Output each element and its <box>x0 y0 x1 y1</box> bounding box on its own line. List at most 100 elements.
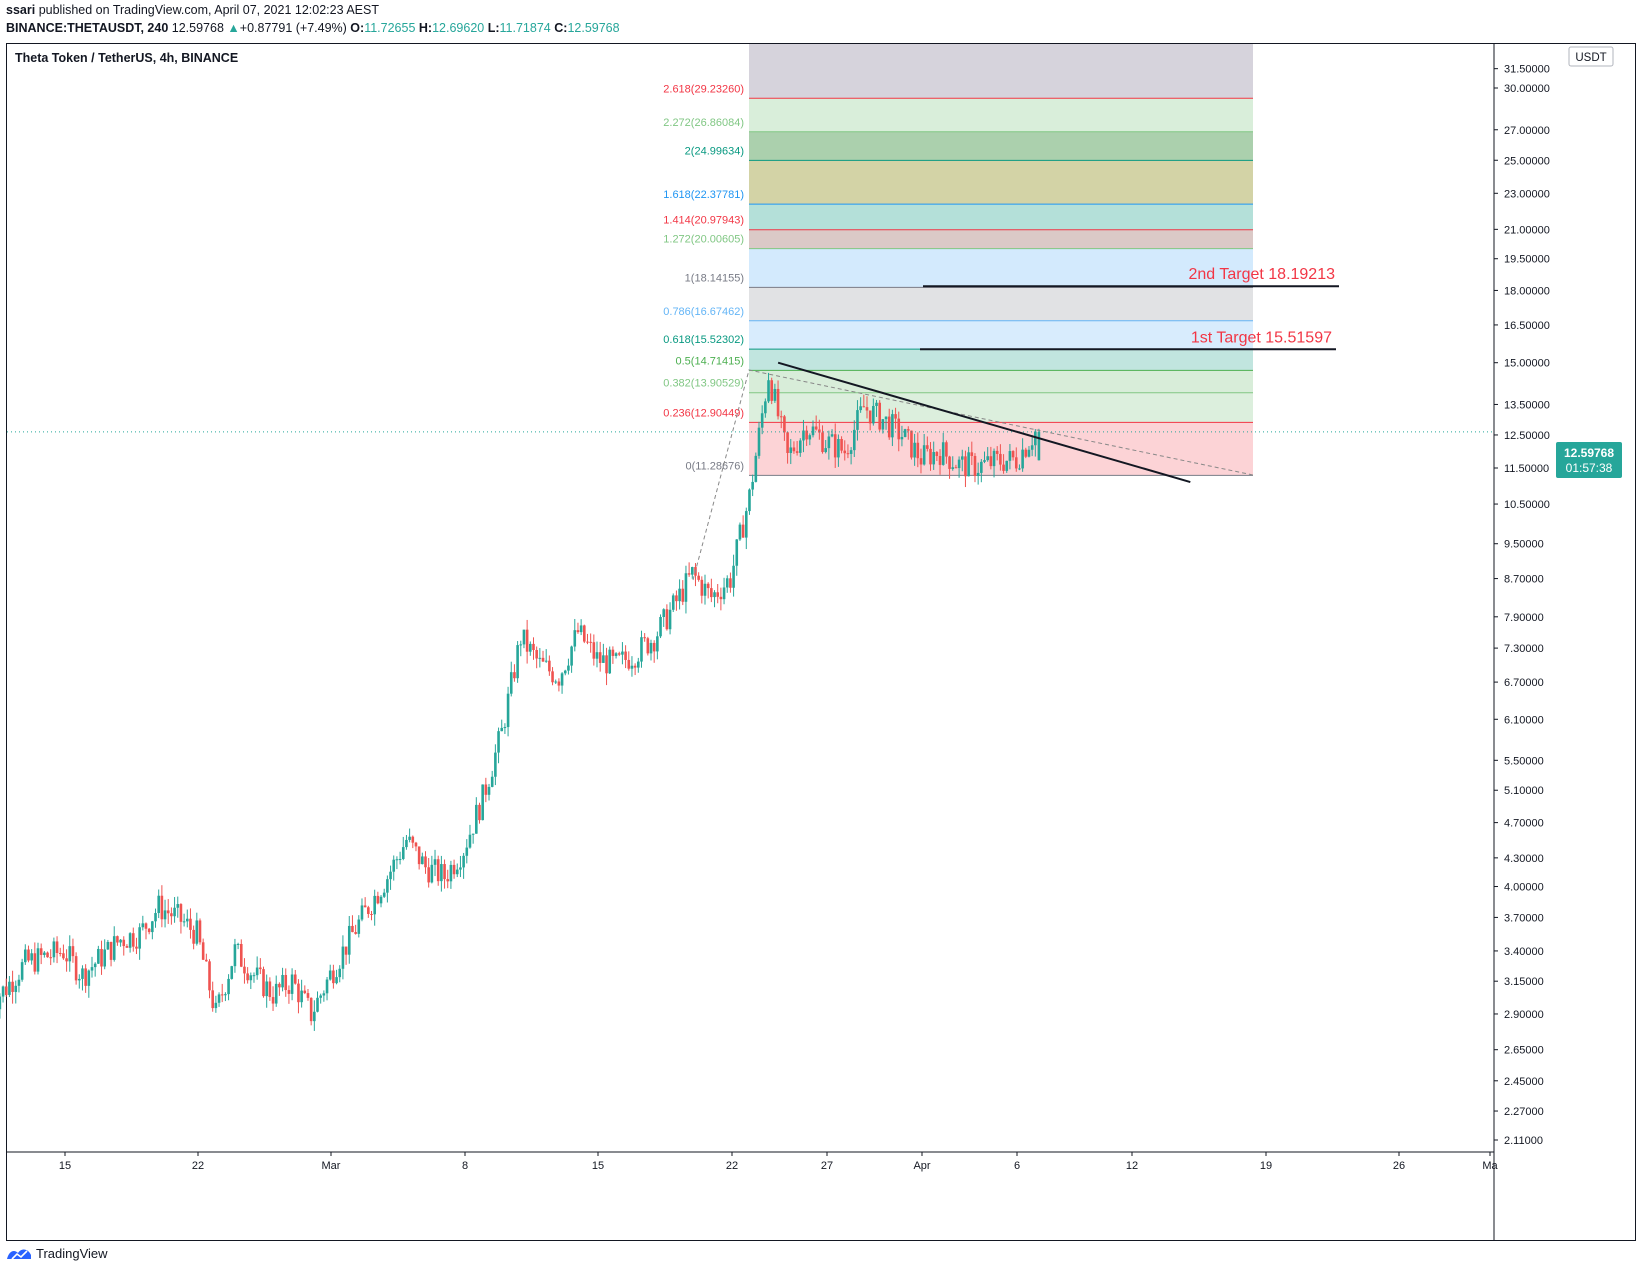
candle-body <box>789 447 793 453</box>
candle-body <box>567 665 570 671</box>
x-tick-label: 15 <box>592 1160 604 1172</box>
candle-body <box>23 949 27 963</box>
candle-body <box>627 659 631 669</box>
candle-body <box>506 693 510 728</box>
candle-body <box>376 895 380 904</box>
candle-body <box>71 946 75 957</box>
candle-body <box>119 939 122 943</box>
candle-body <box>665 609 669 630</box>
candle-body <box>795 451 799 453</box>
symbol-line: BINANCE:THETAUSDT, 240 <box>6 21 169 35</box>
candle-body <box>65 958 68 962</box>
fib-zone-1 <box>749 248 1253 288</box>
candle-body <box>951 467 955 469</box>
drawings-layer: 1st Target 15.51597 2nd Target 18.19213 <box>7 266 1494 581</box>
candle-body <box>671 595 675 610</box>
candle-body <box>792 447 796 452</box>
y-tick-label: 4.70000 <box>1504 818 1544 830</box>
candle-body <box>198 920 202 943</box>
candle-body <box>182 921 186 923</box>
y-tick-label: 5.50000 <box>1504 755 1544 767</box>
candle-body <box>840 438 843 451</box>
candle-body <box>290 974 294 994</box>
candle-body <box>595 652 599 659</box>
candle-body <box>849 450 853 454</box>
candle-body <box>265 981 268 997</box>
price-badge-timer: 01:57:38 <box>1566 461 1613 475</box>
y-tick-label: 21.00000 <box>1504 224 1550 236</box>
candle-body <box>900 436 904 440</box>
candle-body <box>109 941 113 960</box>
candle-body <box>624 651 627 660</box>
currency-badge-box[interactable] <box>1568 46 1614 67</box>
y-tick-label: 4.30000 <box>1504 853 1544 865</box>
tradingview-logo-icon <box>7 1249 31 1260</box>
fib-zone-0 <box>749 422 1253 476</box>
candle-body <box>8 981 11 995</box>
candle-body <box>170 913 173 917</box>
candle-body <box>259 967 262 970</box>
candle-body <box>357 919 361 934</box>
candle-body <box>97 948 100 964</box>
candle-body <box>827 436 831 449</box>
x-tick-label: 12 <box>1126 1160 1138 1172</box>
candle-body <box>525 629 529 652</box>
candle-body <box>484 784 488 795</box>
candle-body <box>166 910 170 914</box>
candle-body <box>1030 445 1034 450</box>
candle-body <box>875 402 878 406</box>
candle-body <box>703 583 707 596</box>
candle-body <box>398 858 402 860</box>
candle-body <box>144 923 148 929</box>
close-value: 12.59768 <box>567 21 620 35</box>
candle-body <box>27 949 30 961</box>
candle-body <box>319 995 322 998</box>
candle-body <box>316 997 319 1012</box>
candle-body <box>570 646 573 666</box>
candle-body <box>0 996 2 1010</box>
candle-body <box>494 752 497 777</box>
candle-body <box>230 966 234 979</box>
candle-body <box>551 671 554 683</box>
price-change: +0.87791 (+7.49%) <box>239 21 347 35</box>
candle-body <box>487 786 491 795</box>
author-name[interactable]: ssari <box>6 3 36 17</box>
candle-body <box>189 918 192 930</box>
candle-body <box>748 489 751 512</box>
candle-body <box>243 966 246 974</box>
candle-body <box>1024 449 1028 457</box>
candle-body <box>830 434 834 437</box>
fib-anchor-path <box>692 369 1254 581</box>
time-axis: 15 22 Mar 8 15 22 27 Apr 6 12 19 26 Ma <box>7 1151 1499 1172</box>
candle-body <box>440 864 443 882</box>
fib-label-1.618: 1.618(22.37781) <box>663 189 744 201</box>
candle-body <box>11 981 14 992</box>
x-tick-label: 22 <box>192 1160 204 1172</box>
candle-body <box>710 588 713 598</box>
candle-body <box>81 968 84 979</box>
candle-body <box>887 416 891 438</box>
candle-body <box>516 645 519 679</box>
candle-body <box>659 616 662 637</box>
y-tick-label: 27.00000 <box>1504 125 1550 137</box>
fib-label-2.272: 2.272(26.86084) <box>663 117 744 129</box>
candle-body <box>1008 451 1012 461</box>
candle-body <box>268 981 272 998</box>
x-tick-label: 6 <box>1014 1160 1020 1172</box>
candle-body <box>478 804 481 821</box>
candle-body <box>300 990 303 1003</box>
candle-body <box>598 652 602 663</box>
candle-body <box>690 567 694 575</box>
tradingview-footer[interactable]: TradingView <box>6 1245 108 1261</box>
x-tick-label: 22 <box>726 1160 738 1172</box>
fib-zone-1.414 <box>749 204 1253 230</box>
candle-body <box>373 895 376 915</box>
fib-zone-0.382 <box>749 370 1253 393</box>
candle-body <box>805 430 808 440</box>
candle-body <box>297 983 300 1003</box>
candle-body <box>160 895 164 920</box>
candle-body <box>964 456 967 477</box>
candle-body <box>751 481 754 490</box>
fib-zone-0.236 <box>749 392 1253 423</box>
